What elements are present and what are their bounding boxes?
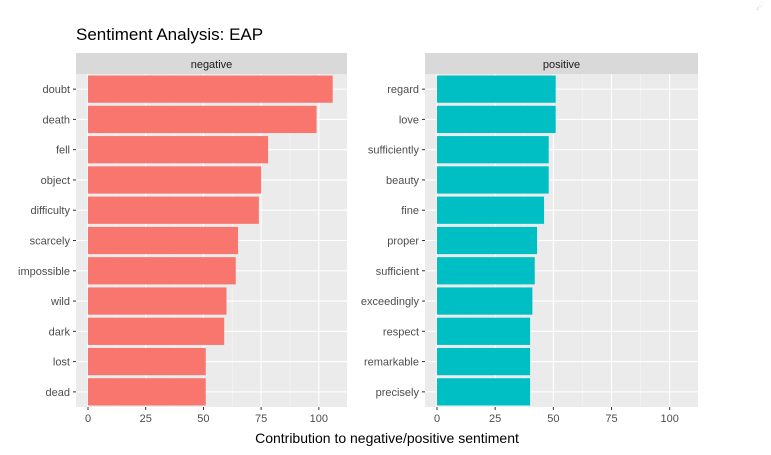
bar-regard [437,75,556,103]
category-label: wild [50,296,70,308]
category-label: precisely [376,387,420,399]
x-tick-label: 100 [661,413,679,425]
category-label: remarkable [364,357,419,369]
category-label: exceedingly [361,296,420,308]
bar-respect [437,317,531,345]
bar-object [88,166,262,194]
bar-beauty [437,166,549,194]
category-label: dark [49,326,71,338]
bar-sufficient [437,257,535,285]
x-tick-label: 75 [255,413,267,425]
bar-love [437,105,556,134]
bar-difficulty [88,196,259,224]
category-label: dead [46,387,70,399]
bar-dark [88,317,225,345]
bar-proper [437,226,538,255]
bar-dead [88,378,206,406]
category-label: death [42,114,70,126]
x-axis-title: Contribution to negative/positive sentim… [255,430,519,446]
category-label: difficulty [30,205,70,217]
bar-death [88,105,317,134]
bar-scarcely [88,226,239,255]
bar-sufficiently [437,136,549,164]
category-label: sufficient [376,266,419,278]
bar-fell [88,136,269,164]
bar-precisely [437,378,531,406]
facet-panels: negative doubt death fell object difficulty sc… [18,53,698,425]
comet-icon: ☄ [756,2,765,13]
facet-strip [425,53,698,74]
bar-wild [88,287,227,315]
category-label: fell [56,145,70,157]
category-label: doubt [42,84,70,96]
facet-strip-label: negative [191,59,233,71]
bar-doubt [88,75,333,103]
x-tick-label: 100 [310,413,328,425]
category-label: regard [387,84,419,96]
bar-impossible [88,257,236,285]
bar-lost [88,347,206,376]
category-label: impossible [18,266,70,278]
x-tick-label: 0 [85,413,91,425]
x-tick-label: 0 [434,413,440,425]
category-label: fine [401,205,419,217]
category-label: beauty [386,175,420,187]
category-label: sufficiently [368,145,420,157]
chart-title: Sentiment Analysis: EAP [76,25,263,44]
category-label: love [399,114,419,126]
x-tick-label: 50 [547,413,559,425]
category-label: lost [53,357,70,369]
bar-remarkable [437,347,531,376]
bar-fine [437,196,545,224]
category-label: scarcely [30,236,71,248]
facet-strip [76,53,347,74]
category-label: proper [387,236,419,248]
facet-strip-label: positive [543,59,580,71]
x-tick-label: 50 [197,413,209,425]
x-tick-label: 25 [140,413,152,425]
x-tick-label: 25 [489,413,501,425]
category-label: respect [383,326,419,338]
bar-exceedingly [437,287,533,315]
x-tick-label: 75 [605,413,617,425]
category-label: object [41,175,70,187]
